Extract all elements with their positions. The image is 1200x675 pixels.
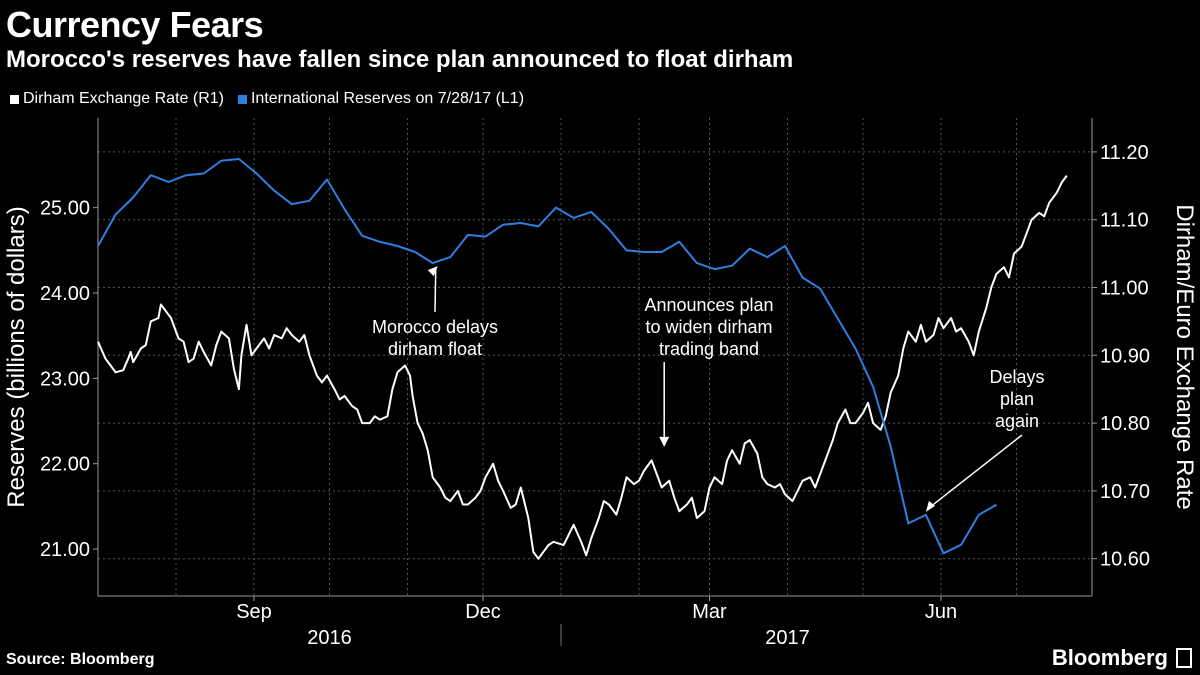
legend-item-reserves: International Reserves on 7/28/17 (L1) — [234, 90, 524, 108]
right-tick-label: 10.70 — [1100, 481, 1150, 503]
left-tick-label: 22.00 — [40, 454, 90, 476]
source-note: Source: Bloomberg — [6, 651, 155, 668]
chart-title: Currency Fears — [6, 4, 264, 45]
gridlines — [98, 118, 1092, 596]
chart-subtitle: Morocco's reserves have fallen since pla… — [6, 46, 794, 73]
x-tick-label: Dec — [465, 601, 501, 623]
left-tick-label: 25.00 — [40, 198, 90, 220]
left-tick-label: 23.00 — [40, 368, 90, 390]
legend-swatch-exchange — [10, 94, 19, 104]
annotation-text: dirham float — [388, 339, 482, 359]
right-tick-label: 11.00 — [1100, 278, 1149, 300]
annotation-text: again — [995, 411, 1039, 431]
series-line-reserves — [97, 158, 997, 555]
annotation-arrow — [434, 269, 437, 313]
annotation-text: Delays — [989, 367, 1044, 387]
legend-swatch-reserves — [237, 94, 247, 104]
series-lines — [97, 158, 1068, 560]
left-tick-label: 21.00 — [40, 539, 90, 561]
x-year-label: 2016 — [307, 627, 352, 649]
right-tick-label: 11.20 — [1100, 142, 1149, 164]
legend: Dirham Exchange Rate (R1) International … — [6, 90, 534, 108]
logo-box-icon — [1176, 648, 1192, 668]
right-tick-label: 10.80 — [1100, 413, 1150, 435]
annotation-text: plan — [1000, 389, 1034, 409]
annotation-text: trading band — [659, 339, 759, 359]
annotation-arrowhead — [925, 500, 935, 512]
annotation-arrowhead — [427, 266, 438, 277]
annotation-text: to widen dirham — [645, 317, 772, 337]
annotation-arrowhead — [659, 436, 670, 447]
annotation-arrow — [928, 434, 1023, 509]
left-tick-label: 24.00 — [40, 283, 90, 305]
x-tick-label: Jun — [925, 601, 957, 623]
bloomberg-logo: Bloomberg — [1052, 645, 1192, 671]
annotation-text: Announces plan — [644, 295, 773, 315]
legend-label-reserves: International Reserves on 7/28/17 (L1) — [250, 90, 525, 107]
annotation-text: Morocco delays — [372, 317, 498, 337]
x-year-label: 2017 — [765, 627, 810, 649]
right-tick-label: 10.90 — [1100, 345, 1150, 367]
x-tick-label: Mar — [692, 601, 727, 623]
legend-item-exchange: Dirham Exchange Rate (R1) — [6, 90, 224, 108]
series-line-exchange — [97, 175, 1068, 560]
left-axis-title: Reserves (billions of dollars) — [3, 206, 30, 507]
legend-label-exchange: Dirham Exchange Rate (R1) — [23, 90, 224, 107]
x-tick-label: Sep — [236, 601, 272, 623]
right-tick-label: 11.10 — [1100, 210, 1149, 232]
axes: 21.00 22.00 23.00 24.00 25.00 10.60 10.70 10.80… — [3, 118, 1198, 649]
brand-label: Bloomberg — [1051, 645, 1168, 670]
right-axis-title: Dirham/Euro Exchange Rate — [1171, 204, 1198, 509]
right-tick-label: 10.60 — [1100, 549, 1150, 571]
